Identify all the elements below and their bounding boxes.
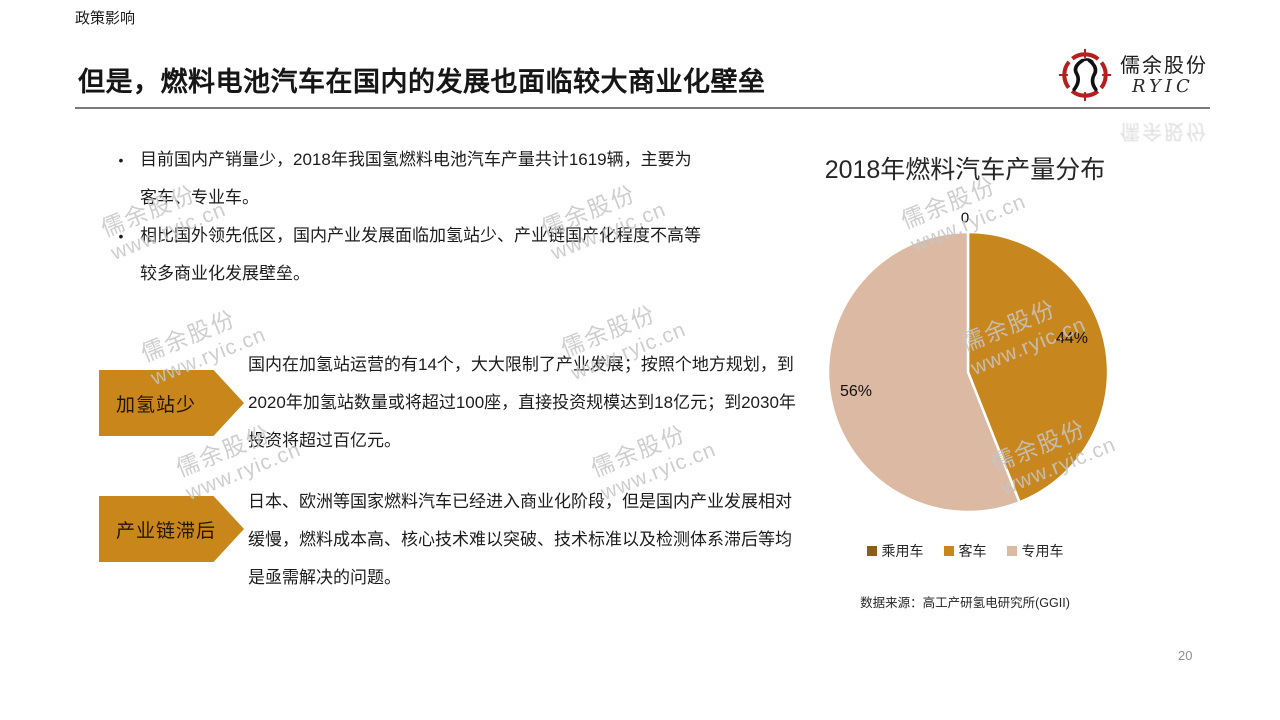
logo-company-name: 儒余股份 (1120, 52, 1208, 77)
callout-text-hydrogen-stations: 国内在加氢站运营的有14个，大大限制了产业发展；按照个地方规划，到2020年加氢… (248, 355, 796, 450)
legend-label: 专用车 (1021, 543, 1064, 559)
callout-arrow-label: 加氢站少 (116, 394, 197, 416)
logo-abbr: RYIC (1132, 75, 1194, 97)
callout-arrow-hydrogen-stations: 加氢站少 (99, 370, 244, 436)
page-number: 20 (1178, 648, 1193, 663)
pie-slice-special-vehicle (826, 230, 1021, 514)
legend-item-passenger-car: 乘用车 (866, 541, 924, 561)
pie-svg (826, 230, 1110, 514)
legend-marker-icon (1006, 546, 1017, 556)
legend-item-bus: 客车 (943, 541, 987, 561)
company-logo: 儒余股份 RYIC (1058, 44, 1213, 106)
pie-chart (818, 222, 1118, 522)
legend-marker-icon (943, 546, 954, 556)
list-item: • 相比国外领先低区，国内产业发展面临加氢站少、产业链国产化程度不高等较多商业化… (102, 217, 702, 293)
pie-chart-panel: 2018年燃料汽车产量分布 0 44% 56% 乘用车 客车 专用车 (795, 140, 1135, 620)
data-label-special-vehicle: 56% (839, 383, 873, 400)
logo-seal-icon (1058, 48, 1112, 102)
section-label: 政策影响 (75, 10, 136, 27)
callout-arrow-label: 产业链滞后 (116, 520, 217, 542)
bullet-icon: • (118, 152, 124, 168)
bullet-text: 目前国内产销量少，2018年我国氢燃料电池汽车产量共计1619辆，主要为客车、专… (140, 150, 692, 207)
list-item: • 目前国内产销量少，2018年我国氢燃料电池汽车产量共计1619辆，主要为客车… (102, 141, 702, 217)
page-title: 但是，燃料电池汽车在国内的发展也面临较大商业化壁垒 (78, 67, 766, 97)
legend-marker-icon (866, 546, 877, 556)
chart-title: 2018年燃料汽车产量分布 (824, 156, 1106, 184)
chart-legend: 乘用车 客车 专用车 (795, 541, 1135, 561)
bullet-text: 相比国外领先低区，国内产业发展面临加氢站少、产业链国产化程度不高等较多商业化发展… (140, 226, 701, 283)
legend-label: 客车 (958, 543, 987, 559)
data-label-passenger-car: 0 (960, 209, 970, 227)
data-source-note: 数据来源：高工产研氢电研究所(GGII) (860, 596, 1070, 610)
pie-slice-bus (966, 230, 1110, 504)
logo-text: 儒余股份 RYIC (1120, 55, 1208, 96)
legend-label: 乘用车 (881, 543, 924, 559)
data-label-bus: 44% (1055, 330, 1089, 347)
bullet-icon: • (118, 228, 124, 244)
header-divider (75, 107, 1210, 109)
callout-arrow-supply-chain: 产业链滞后 (99, 496, 244, 562)
bullet-list: • 目前国内产销量少，2018年我国氢燃料电池汽车产量共计1619辆，主要为客车… (102, 141, 702, 293)
callout-text-supply-chain: 日本、欧洲等国家燃料汽车已经进入商业化阶段，但是国内产业发展相对缓慢，燃料成本高… (248, 492, 792, 587)
legend-item-special-vehicle: 专用车 (1006, 541, 1064, 561)
